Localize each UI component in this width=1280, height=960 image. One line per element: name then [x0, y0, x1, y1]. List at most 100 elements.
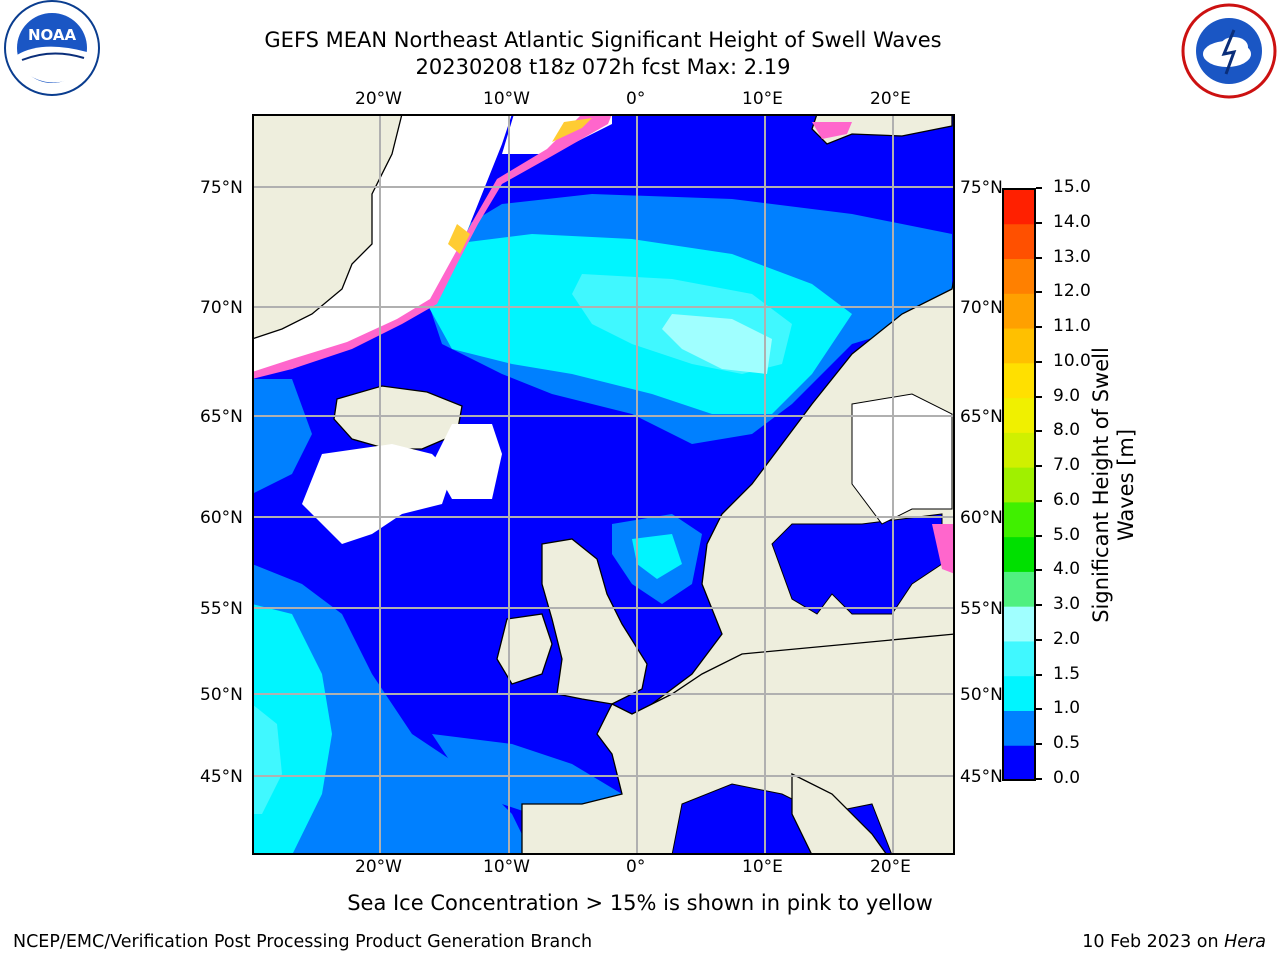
colorbar-segment: [1003, 223, 1035, 260]
colorbar-tick-mark: [1036, 708, 1042, 711]
footer-host: Hera: [1224, 932, 1266, 952]
lat-label-left: 45°N: [200, 767, 243, 787]
footer-date-text: 10 Feb 2023 on: [1082, 932, 1225, 952]
lat-label-left: 65°N: [200, 407, 243, 427]
swell-band-4: [662, 314, 772, 374]
colorbar-tick-mark: [1036, 291, 1042, 294]
colorbar-segment: [1003, 362, 1035, 399]
colorbar-segment: [1003, 467, 1035, 503]
colorbar-tick-label: 10.0: [1053, 350, 1091, 371]
colorbar-tick-mark: [1036, 673, 1042, 676]
colorbar: [1002, 188, 1036, 781]
lon-label-top: 0°: [626, 89, 646, 109]
sea-ice-edge: [932, 524, 955, 574]
map-subtitle: 20230208 t18z 072h fcst Max: 2.19: [415, 55, 791, 79]
lon-label-bottom: 20°W: [355, 857, 402, 877]
colorbar-tick-mark: [1036, 395, 1042, 398]
no-data-area: [432, 424, 502, 499]
colorbar-tick-label: 14.0: [1053, 211, 1091, 232]
lon-label-bottom: 0°: [626, 857, 646, 877]
colorbar-tick-label: 8.0: [1053, 420, 1081, 441]
lon-label-bottom: 10°W: [483, 857, 530, 877]
colorbar-segment: [1003, 640, 1035, 677]
colorbar-tick-mark: [1036, 778, 1042, 780]
colorbar-tick-label: 2.0: [1053, 628, 1081, 649]
colorbar-tick-mark: [1036, 638, 1042, 641]
colorbar-segment: [1003, 675, 1035, 711]
colorbar-tick-mark: [1036, 360, 1042, 363]
map-frame: [252, 114, 955, 855]
swell-band-2: [632, 534, 682, 579]
swell-band-1: [252, 379, 312, 494]
swell-height-map: [252, 114, 955, 855]
colorbar-segment: [1003, 606, 1035, 642]
land-italy: [791, 772, 888, 855]
sea-ice-edge: [812, 122, 852, 139]
colorbar-tick-mark: [1036, 326, 1042, 329]
land-iceland: [333, 385, 463, 450]
colorbar-tick-mark: [1036, 499, 1042, 502]
lat-label-right: 75°N: [960, 178, 1003, 198]
lat-label-right: 45°N: [960, 767, 1003, 787]
swell-band-1: [432, 734, 622, 814]
colorbar-tick-label: 5.0: [1053, 524, 1081, 545]
swell-band-3: [252, 704, 282, 814]
lat-label-right: 65°N: [960, 407, 1003, 427]
colorbar-tick-label: 7.0: [1053, 455, 1081, 476]
lat-label-right: 50°N: [960, 685, 1003, 705]
colorbar-ticks: 0.0 0.5 1.0 1.5 2.0 3.0 4.0 5.0 6.0 7.0 8.0 9.0 10.0…: [1036, 177, 1096, 790]
colorbar-tick-mark: [1036, 187, 1042, 189]
colorbar-segment: [1003, 328, 1035, 364]
colorbar-tick-mark: [1036, 465, 1042, 468]
noaa-logo: NOAA: [2, 0, 102, 100]
colorbar-tick-mark: [1036, 534, 1042, 537]
no-data-area: [302, 444, 452, 544]
colorbar-segment: [1003, 397, 1035, 433]
lat-label-left: 60°N: [200, 508, 243, 528]
colorbar-tick-mark: [1036, 430, 1042, 433]
footer-producer: NCEP/EMC/Verification Post Processing Pr…: [13, 932, 593, 952]
sea-ice-edge: [552, 118, 592, 142]
land-greenland: [252, 114, 403, 340]
lon-label-top: 20°E: [870, 89, 911, 109]
colorbar-segment: [1003, 189, 1035, 225]
lat-label-left: 55°N: [200, 599, 243, 619]
lon-label-top: 10°E: [742, 89, 783, 109]
colorbar-tick-label: 11.0: [1053, 316, 1091, 337]
nws-logo: [1180, 2, 1278, 100]
colorbar-segment: [1003, 432, 1035, 468]
colorbar-tick-mark: [1036, 256, 1042, 259]
map-title: GEFS MEAN Northeast Atlantic Significant…: [264, 28, 942, 52]
lat-label-right: 55°N: [960, 599, 1003, 619]
land-great-britain: [541, 538, 648, 705]
lat-label-left: 70°N: [200, 298, 243, 318]
colorbar-tick-label: 9.0: [1053, 385, 1081, 406]
map-graticule: [252, 114, 955, 855]
colorbar-segment: [1003, 745, 1035, 781]
colorbar-tick-label: 1.0: [1053, 698, 1081, 719]
colorbar-segment: [1003, 293, 1035, 329]
colorbar-segment: [1003, 501, 1035, 538]
lon-label-top: 20°W: [355, 89, 402, 109]
colorbar-tick-label: 15.0: [1053, 177, 1091, 197]
colorbar-label-line1: Significant Height of Swell: [1089, 347, 1113, 623]
colorbar-tick-label: 13.0: [1053, 246, 1091, 267]
lat-label-left: 50°N: [200, 685, 243, 705]
colorbar-tick-label: 0.5: [1053, 733, 1081, 754]
colorbar-segment: [1003, 710, 1035, 746]
colorbar-tick-label: 1.5: [1053, 663, 1081, 684]
lat-label-right: 70°N: [960, 298, 1003, 318]
sea-ice-note: Sea Ice Concentration > 15% is shown in …: [347, 891, 933, 915]
noaa-logo-text: NOAA: [28, 26, 77, 44]
land-mainland-europe: [521, 633, 955, 855]
colorbar-tick-mark: [1036, 221, 1042, 224]
no-data-gulf-bothnia: [851, 393, 953, 525]
colorbar-segment: [1003, 536, 1035, 572]
sea-ice-edge: [252, 114, 612, 379]
colorbar-tick-mark: [1036, 743, 1042, 746]
colorbar-tick-mark: [1036, 569, 1042, 572]
colorbar-label-line2: Waves [m]: [1114, 428, 1138, 542]
lon-label-top: 10°W: [483, 89, 530, 109]
lat-label-right: 60°N: [960, 508, 1003, 528]
land-ireland: [496, 613, 553, 685]
